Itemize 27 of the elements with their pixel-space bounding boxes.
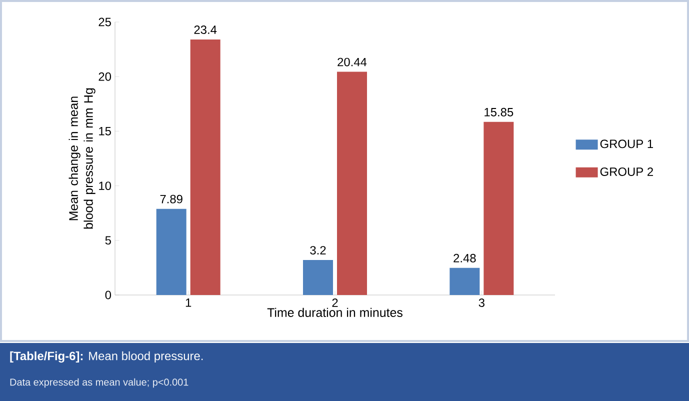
legend-label: GROUP 1 <box>600 140 653 148</box>
x-tick-label: 1 <box>186 298 192 307</box>
y-tick-label: 5 <box>105 236 111 245</box>
bar <box>303 260 334 295</box>
bar <box>190 39 220 295</box>
x-axis-title: Time duration in minutes <box>267 308 402 317</box>
text: Data expressed as mean value; p<0.001 <box>10 378 188 388</box>
y-tick-label: 20 <box>98 72 112 81</box>
y-tick-label: 25 <box>98 18 111 26</box>
data-label: 15.85 <box>484 108 514 116</box>
bar <box>484 122 514 295</box>
bar <box>450 268 480 295</box>
text: [Table/Fig-6]: Mean blood pressure. <box>10 351 203 363</box>
data-label: 23.4 <box>194 25 217 34</box>
data-label: 3.2 <box>310 246 326 255</box>
bar <box>156 208 186 295</box>
data-label: 2.48 <box>454 254 476 262</box>
y-tick-label: 10 <box>99 182 112 190</box>
bar <box>337 72 368 295</box>
legend-label: GROUP 2 <box>600 167 653 176</box>
x-tick-label: 2 <box>332 298 338 307</box>
data-label: 7.89 <box>160 194 182 204</box>
data-label: 20.44 <box>338 58 367 66</box>
y-axis-title: Mean change in mean blood pressure in mm Hg <box>68 88 96 229</box>
y-tick-label: 15 <box>99 127 111 136</box>
y-tick-label: 0 <box>105 290 112 300</box>
x-tick-label: 3 <box>478 298 484 307</box>
